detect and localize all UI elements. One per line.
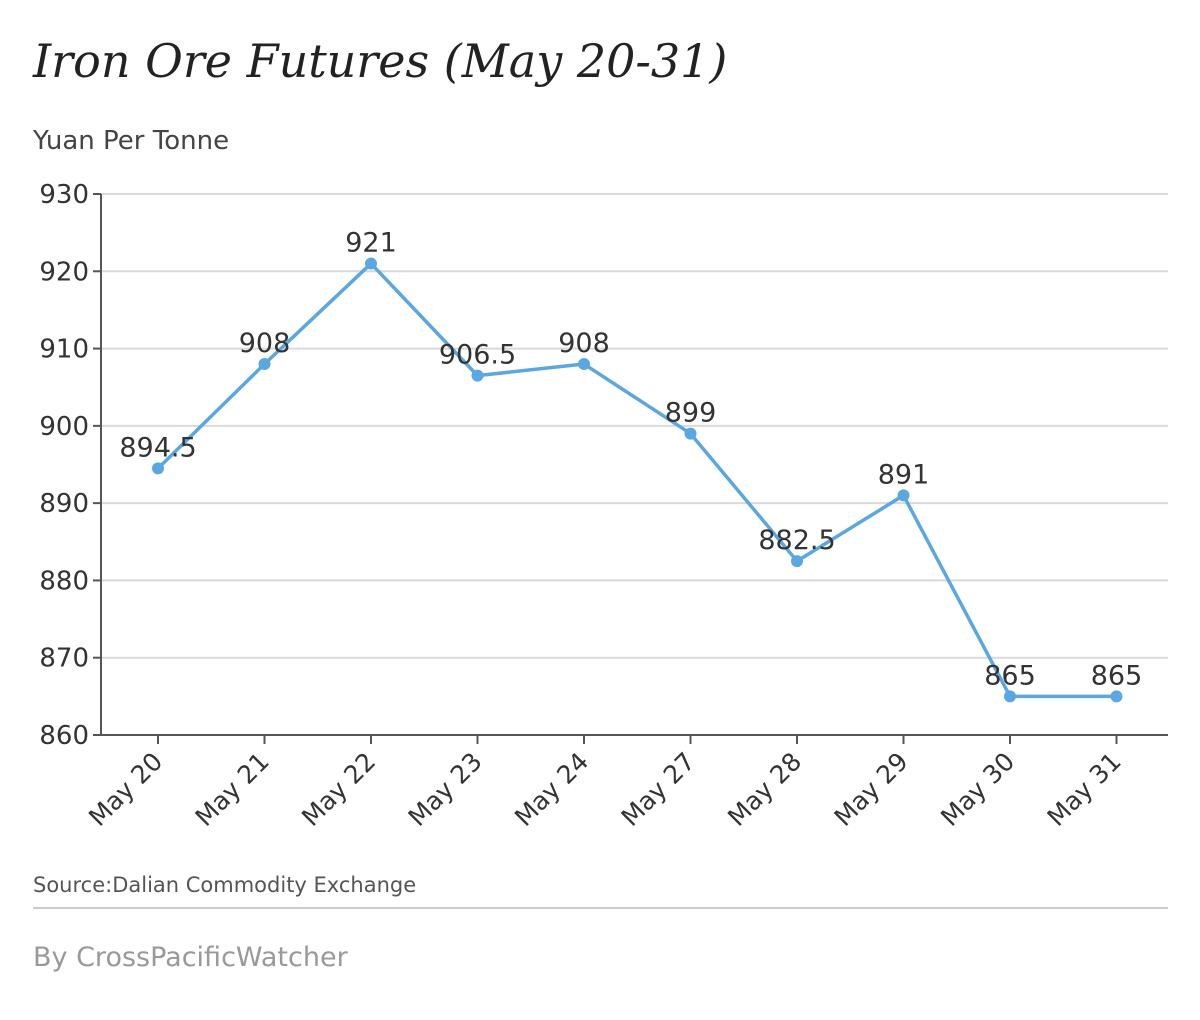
series-line bbox=[156, 261, 1117, 699]
y-tick-label: 920 bbox=[39, 257, 89, 287]
data-point bbox=[365, 257, 377, 270]
data-label: 908 bbox=[239, 328, 291, 359]
x-tick-label: May 29 bbox=[829, 747, 914, 832]
x-tick-label: May 22 bbox=[296, 747, 381, 832]
y-tick-label: 910 bbox=[39, 335, 89, 365]
y-tick-label: 890 bbox=[39, 489, 89, 519]
y-tick-label: 900 bbox=[39, 412, 89, 442]
data-label: 882.5 bbox=[758, 525, 835, 556]
data-label: 894.5 bbox=[119, 432, 196, 463]
data-point bbox=[471, 369, 484, 382]
data-label: 921 bbox=[345, 228, 397, 259]
data-point bbox=[1004, 690, 1016, 703]
y-tick-label: 880 bbox=[39, 566, 89, 596]
x-tick-label: May 27 bbox=[616, 747, 701, 832]
y-axis-label: Yuan Per Tonne bbox=[33, 126, 230, 156]
x-tick-label: May 30 bbox=[935, 747, 1020, 832]
data-label: 908 bbox=[558, 328, 610, 359]
data-label: 865 bbox=[1091, 660, 1143, 691]
y-tick-label: 860 bbox=[39, 721, 89, 751]
x-tick-label: May 31 bbox=[1042, 747, 1127, 832]
footer-divider bbox=[33, 907, 1168, 909]
x-tick-label: May 28 bbox=[722, 747, 807, 832]
data-label: 899 bbox=[665, 398, 717, 429]
y-tick-label: 930 bbox=[39, 180, 89, 210]
x-tick-label: May 24 bbox=[509, 747, 594, 832]
byline: By CrossPacificWatcher bbox=[33, 942, 348, 973]
data-point bbox=[1110, 690, 1123, 703]
x-tick-label: May 21 bbox=[190, 747, 275, 832]
y-tick-label: 870 bbox=[39, 644, 89, 674]
data-label: 865 bbox=[984, 660, 1036, 691]
data-label: 891 bbox=[878, 459, 930, 490]
chart-title: Iron Ore Futures (May 20-31) bbox=[33, 34, 728, 88]
data-point bbox=[152, 462, 164, 475]
data-label: 906.5 bbox=[439, 340, 516, 371]
data-point bbox=[578, 358, 590, 371]
x-tick-label: May 23 bbox=[403, 747, 488, 832]
data-point bbox=[684, 427, 697, 440]
source-note: Source:Dalian Commodity Exchange bbox=[33, 873, 417, 897]
data-point bbox=[897, 489, 910, 502]
data-point bbox=[258, 358, 271, 371]
data-point bbox=[791, 555, 803, 568]
x-tick-label: May 20 bbox=[83, 747, 168, 832]
